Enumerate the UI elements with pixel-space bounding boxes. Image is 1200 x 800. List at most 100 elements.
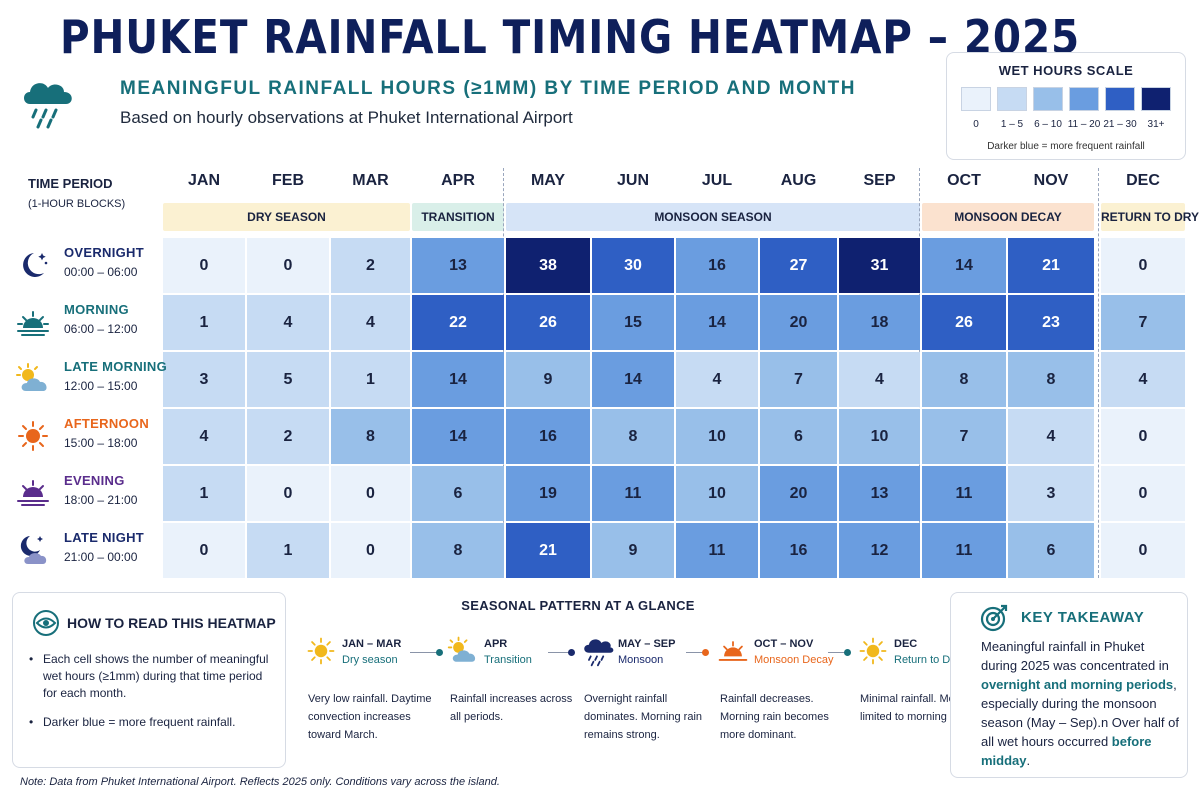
heatmap-cell: 4 — [1101, 352, 1185, 407]
heatmap-cell: 19 — [506, 466, 590, 521]
season-summary: JAN – MAR Dry season Very low rainfall. Da… — [300, 634, 440, 764]
season-band: MONSOON DECAY — [922, 203, 1094, 231]
heatmap-cell: 27 — [760, 238, 837, 293]
heatmap-cell: 26 — [922, 295, 1006, 350]
seasonal-pattern-title: SEASONAL PATTERN AT A GLANCE — [461, 598, 695, 613]
heatmap-cell: 7 — [1101, 295, 1185, 350]
season-summary: APR Transition Rainfall increases across a… — [442, 634, 582, 764]
scale-swatch — [1069, 87, 1099, 111]
heatmap-cell: 16 — [676, 238, 758, 293]
moon-stars-icon — [23, 253, 48, 277]
sunset-icon — [17, 480, 49, 506]
footnote: Note: Data from Phuket International Air… — [20, 776, 500, 788]
heatmap-cell: 4 — [331, 295, 410, 350]
period-name: EVENING — [64, 473, 125, 488]
description: Based on hourly observations at Phuket I… — [120, 108, 573, 127]
heatmap-cell: 8 — [1008, 352, 1094, 407]
heatmap-cell: 6 — [412, 466, 504, 521]
scale-swatch — [997, 87, 1027, 111]
season-band: TRANSITION — [412, 203, 504, 231]
period-time: 00:00 – 06:00 — [64, 265, 138, 279]
period-name: MORNING — [64, 302, 129, 317]
timeline-connector — [410, 652, 440, 653]
heatmap-cell: 3 — [163, 352, 245, 407]
key-takeaway-panel: KEY TAKEAWAY Meaningful rainfall in Phuk… — [950, 592, 1188, 778]
heatmap-cell: 11 — [922, 523, 1006, 578]
heatmap-cell: 8 — [922, 352, 1006, 407]
period-time: 06:00 – 12:00 — [64, 322, 138, 336]
heatmap-cell: 0 — [331, 523, 410, 578]
month-header: APR — [441, 172, 475, 189]
heatmap-cell: 21 — [1008, 238, 1094, 293]
heatmap-cell: 26 — [506, 295, 590, 350]
month-header: FEB — [272, 172, 304, 189]
heatmap-cell: 14 — [412, 409, 504, 464]
season-description: Rainfall increases across all periods. — [450, 693, 573, 723]
month-header: JUN — [616, 172, 649, 189]
season-summary: MAY – SEP Monsoon Overnight rainfall domin… — [576, 634, 716, 764]
season-name: Return to Dry — [894, 654, 960, 666]
key-takeaway-title: KEY TAKEAWAY — [1021, 609, 1145, 626]
scale-label: 31+ — [1147, 119, 1165, 130]
heatmap-cell: 10 — [839, 409, 920, 464]
time-period-label: AFTERNOON 15:00 – 18:00 — [14, 408, 164, 464]
heatmap-cell: 15 — [592, 295, 674, 350]
season-name: Monsoon Decay — [754, 654, 834, 666]
heatmap-cell: 11 — [592, 466, 674, 521]
heatmap-cell: 20 — [760, 295, 837, 350]
heatmap-cell: 9 — [506, 352, 590, 407]
heatmap-cell: 18 — [839, 295, 920, 350]
heatmap-cell: 9 — [592, 523, 674, 578]
season-description: Very low rainfall. Daytime convection in… — [308, 693, 432, 741]
season-range: MAY – SEP — [618, 638, 676, 650]
scale-label: 0 — [973, 119, 979, 130]
season-divider — [1098, 168, 1099, 578]
season-range: DEC — [894, 638, 918, 650]
heatmap-cell: 3 — [1008, 466, 1094, 521]
timeline-connector — [686, 652, 706, 653]
month-header: JUL — [701, 172, 733, 189]
heatmap-cell: 7 — [922, 409, 1006, 464]
scale-swatch — [1141, 87, 1171, 111]
month-header: DEC — [1126, 172, 1160, 189]
timeline-connector — [548, 652, 572, 653]
target-icon — [980, 604, 1008, 632]
heatmap-cell: 5 — [247, 352, 329, 407]
how-to-read-panel: HOW TO READ THIS HEATMAP Each cell shows… — [12, 592, 286, 768]
heatmap-cell: 11 — [676, 523, 758, 578]
sun-cloud-icon — [447, 636, 476, 662]
heatmap-cell: 31 — [839, 238, 920, 293]
time-period-label: OVERNIGHT 00:00 – 06:00 — [14, 237, 164, 293]
heatmap-cell: 1 — [163, 466, 245, 521]
heatmap-cell: 2 — [331, 238, 410, 293]
heatmap-cell: 7 — [760, 352, 837, 407]
period-name: AFTERNOON — [64, 416, 150, 431]
moon-cloud-icon — [20, 536, 47, 564]
season-band: RETURN TO DRY — [1101, 203, 1199, 231]
heatmap-cell: 0 — [1101, 466, 1185, 521]
time-period-label: LATE NIGHT 21:00 – 00:00 — [14, 522, 164, 578]
heatmap-cell: 0 — [163, 523, 245, 578]
timeline-dot — [568, 649, 575, 656]
timeline-dot — [702, 649, 709, 656]
rain-cloud-icon — [584, 639, 614, 667]
heatmap-cell: 38 — [506, 238, 590, 293]
heatmap-cell: 23 — [1008, 295, 1094, 350]
season-range: JAN – MAR — [342, 638, 402, 650]
month-header: SEP — [863, 172, 896, 189]
timeline-connector — [828, 652, 848, 653]
sun-icon — [307, 637, 335, 665]
scale-label: 11 – 20 — [1067, 119, 1101, 130]
period-time: 18:00 – 21:00 — [64, 493, 138, 507]
heatmap-cell: 12 — [839, 523, 920, 578]
season-summary: OCT – NOV Monsoon Decay Rainfall decreases… — [712, 634, 852, 764]
time-period-label: MORNING 06:00 – 12:00 — [14, 294, 164, 350]
heatmap-cell: 8 — [412, 523, 504, 578]
heatmap-cell: 0 — [1101, 409, 1185, 464]
heatmap-cell: 30 — [592, 238, 674, 293]
season-name: Dry season — [342, 654, 398, 666]
heatmap-cell: 1 — [247, 523, 329, 578]
heatmap-cell: 6 — [760, 409, 837, 464]
heatmap-cell: 22 — [412, 295, 504, 350]
heatmap-cell: 20 — [760, 466, 837, 521]
